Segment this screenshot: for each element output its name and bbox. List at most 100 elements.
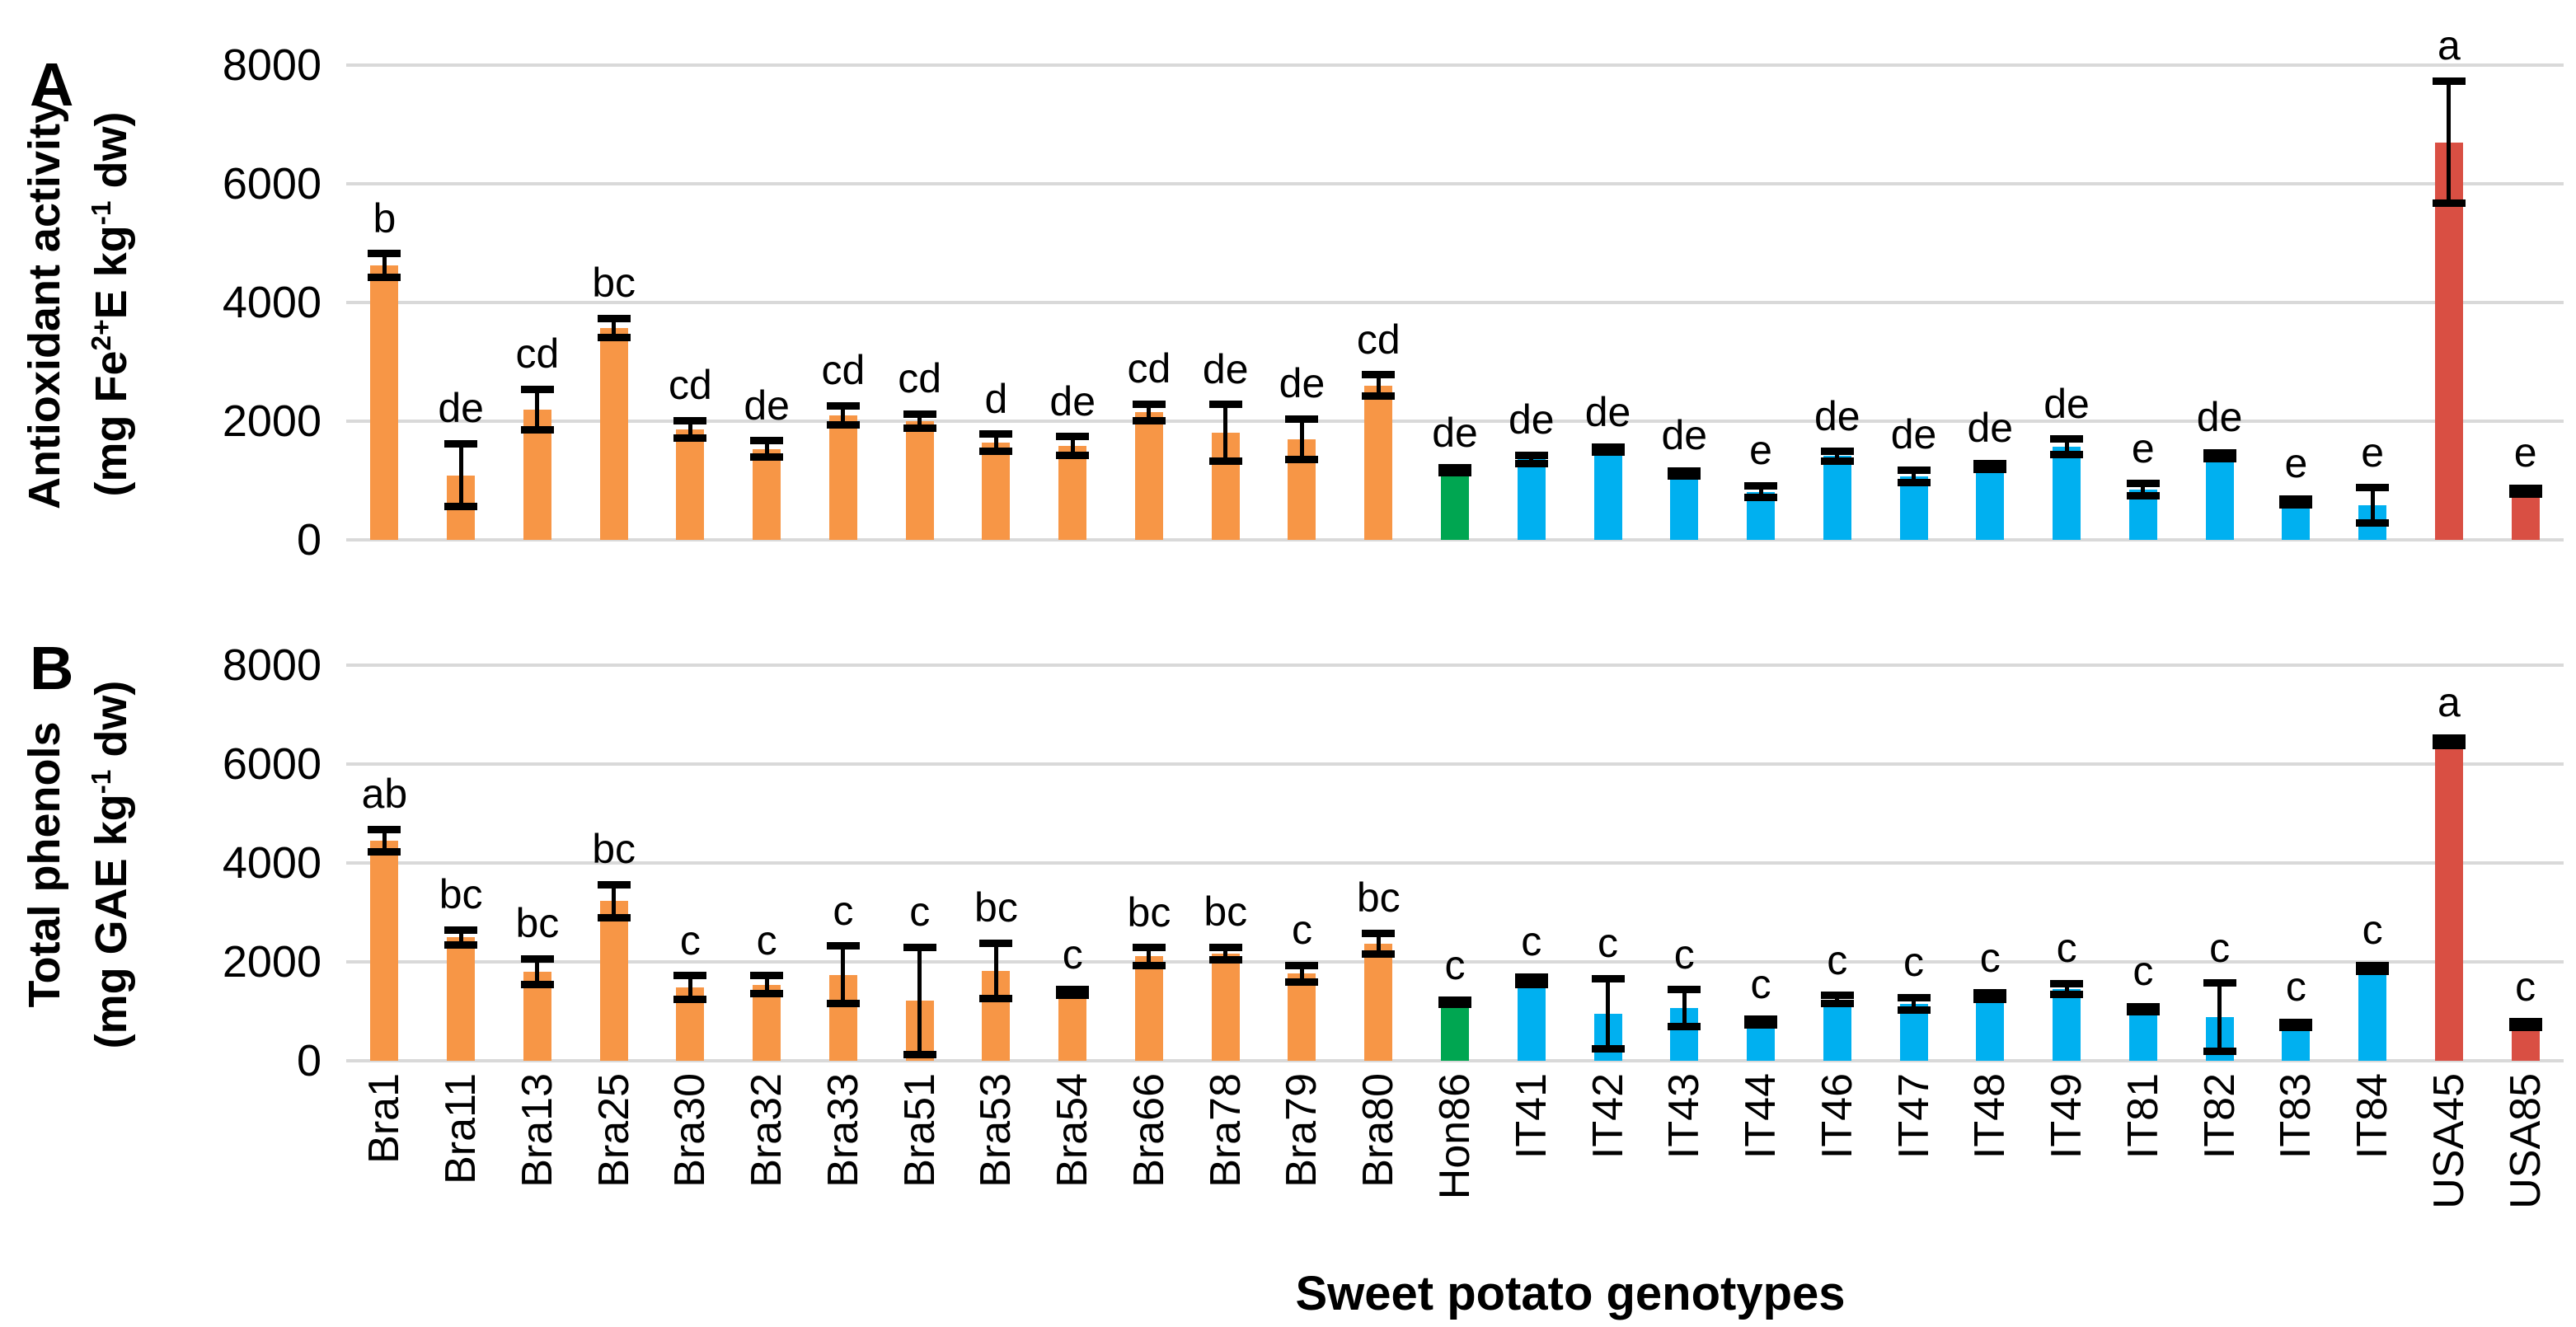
error-cap-bottom-A-IT41 xyxy=(1514,459,1548,467)
bar-B-Bra79 xyxy=(1288,973,1316,1061)
error-cap-bottom-A-Bra32 xyxy=(750,453,784,462)
sig-letter-B-Bra79: c xyxy=(1291,907,1312,954)
x-axis-line xyxy=(346,538,2564,542)
sig-letter-A-Bra54: de xyxy=(1049,377,1096,424)
sig-letter-B-Bra33: c xyxy=(833,887,854,934)
error-cap-top-B-Bra78 xyxy=(1208,943,1242,951)
x-tick-label-Bra33: Bra33 xyxy=(819,1073,867,1188)
error-bar-B-IT42 xyxy=(1606,978,1611,1049)
sig-letter-B-USA45: a xyxy=(2437,679,2461,726)
error-cap-top-A-IT44 xyxy=(1744,481,1778,490)
sig-letter-B-IT41: c xyxy=(1521,918,1542,964)
error-bar-A-Bra30 xyxy=(687,420,692,438)
error-cap-bottom-A-USA45 xyxy=(2432,199,2466,208)
error-cap-top-B-Bra13 xyxy=(520,954,554,963)
x-tick-label-IT49: IT49 xyxy=(2043,1073,2091,1160)
y-tick-label-B-2000: 2000 xyxy=(222,937,321,987)
sig-letter-A-USA85: e xyxy=(2513,429,2537,476)
error-cap-bottom-A-Bra78 xyxy=(1208,457,1242,466)
x-tick-label-Bra54: Bra54 xyxy=(1049,1073,1097,1188)
error-cap-bottom-B-Bra53 xyxy=(979,994,1013,1002)
error-cap-top-B-IT49 xyxy=(2050,979,2084,987)
error-bar-A-Bra54 xyxy=(1070,436,1075,456)
error-cap-bottom-B-IT47 xyxy=(1897,1006,1931,1015)
sig-letter-A-IT42: de xyxy=(1584,388,1631,435)
error-cap-top-B-Bra30 xyxy=(673,972,707,980)
sig-letter-B-Bra66: bc xyxy=(1127,889,1171,935)
sig-letter-A-Bra25: bc xyxy=(592,260,636,307)
bar-A-IT49 xyxy=(2053,446,2081,540)
error-bar-A-Bra32 xyxy=(764,440,769,457)
error-cap-top-A-Bra11 xyxy=(444,439,478,448)
error-cap-top-A-IT41 xyxy=(1514,451,1548,459)
error-bar-A-IT81 xyxy=(2141,483,2146,495)
plot-area-antioxidant: b de cd bc cd de cd cd d de cd de de cd de de de de e de de d… xyxy=(346,22,2564,542)
error-cap-bottom-A-IT48 xyxy=(1973,465,2007,473)
error-cap-top-A-Bra54 xyxy=(1056,433,1090,441)
bar-B-IT48 xyxy=(1976,996,2005,1061)
bar-A-Bra54 xyxy=(1058,446,1087,540)
error-cap-top-A-Bra13 xyxy=(520,385,554,393)
y-axis-title-b-line1: Total phenols xyxy=(20,721,69,1008)
bar-A-Hon86 xyxy=(1441,470,1469,540)
sig-letter-A-IT82: de xyxy=(2196,394,2243,441)
x-tick-label-IT42: IT42 xyxy=(1584,1073,1632,1160)
bar-B-IT84 xyxy=(2358,968,2387,1061)
error-bar-A-IT44 xyxy=(1758,485,1763,498)
bar-B-USA45 xyxy=(2434,742,2463,1061)
error-bar-A-Bra79 xyxy=(1299,419,1304,460)
bar-A-IT43 xyxy=(1670,473,1699,540)
error-cap-top-B-IT43 xyxy=(1668,986,1701,994)
gridline-6000 xyxy=(346,182,2564,185)
sig-letter-A-IT46: de xyxy=(1814,392,1860,439)
sig-letter-A-IT48: de xyxy=(1967,405,2014,452)
error-cap-top-B-IT46 xyxy=(1820,992,1854,1000)
error-cap-top-B-Bra11 xyxy=(444,926,478,934)
y-tick-label-A-6000: 6000 xyxy=(222,159,321,209)
error-cap-top-B-USA45 xyxy=(2432,734,2466,742)
error-cap-top-B-USA85 xyxy=(2508,1018,2542,1026)
sig-letter-B-IT47: c xyxy=(1903,939,1925,986)
sig-letter-B-IT49: c xyxy=(2056,925,2077,972)
error-bar-A-Bra53 xyxy=(993,434,998,451)
error-cap-bottom-A-IT82 xyxy=(2203,454,2236,462)
sig-letter-B-Bra11: bc xyxy=(439,871,483,917)
error-cap-top-A-IT42 xyxy=(1591,443,1625,452)
bar-B-Bra32 xyxy=(753,984,781,1061)
bar-B-IT49 xyxy=(2053,989,2081,1061)
x-tick-label-USA85: USA85 xyxy=(2501,1073,2550,1209)
y-tick-label-A-4000: 4000 xyxy=(222,278,321,327)
sig-letter-B-Bra80: bc xyxy=(1356,875,1401,921)
error-cap-bottom-B-Bra78 xyxy=(1208,956,1242,964)
error-cap-top-A-Bra80 xyxy=(1362,371,1396,379)
error-cap-bottom-A-IT46 xyxy=(1820,457,1854,465)
error-cap-top-B-IT84 xyxy=(2356,961,2390,969)
error-cap-bottom-A-IT83 xyxy=(2279,501,2313,509)
error-cap-top-A-IT84 xyxy=(2356,484,2390,492)
error-bar-B-Bra79 xyxy=(1299,965,1304,982)
sig-letter-B-Bra13: bc xyxy=(515,900,560,947)
x-tick-label-IT47: IT47 xyxy=(1889,1073,1938,1160)
sig-letter-B-IT43: c xyxy=(1673,931,1695,978)
error-bar-A-IT49 xyxy=(2064,438,2069,455)
sig-letter-A-Bra30: cd xyxy=(669,362,712,409)
sig-letter-B-Bra25: bc xyxy=(592,826,636,873)
plot-area-phenols: ab bc bc bc c c c c bc c bc bc c bc c c c c c c c c c c c c c a c xyxy=(346,664,2564,1062)
bar-A-IT48 xyxy=(1976,466,2005,540)
sig-letter-B-Hon86: c xyxy=(1444,941,1466,988)
bar-A-Bra1 xyxy=(370,265,399,540)
x-tick-label-IT83: IT83 xyxy=(2272,1073,2320,1160)
gridline-6000 xyxy=(346,762,2564,766)
error-cap-bottom-B-Hon86 xyxy=(1438,1001,1471,1009)
error-cap-bottom-B-IT83 xyxy=(2279,1023,2313,1031)
bar-B-IT41 xyxy=(1517,980,1546,1061)
sig-letter-A-IT84: e xyxy=(2361,429,2384,476)
sig-letter-A-Bra66: cd xyxy=(1127,345,1171,392)
error-cap-bottom-B-Bra1 xyxy=(368,848,401,856)
error-cap-bottom-B-IT41 xyxy=(1514,981,1548,989)
y-tick-label-B-8000: 8000 xyxy=(222,640,321,690)
x-tick-label-Bra53: Bra53 xyxy=(972,1073,1021,1188)
sig-letter-A-IT44: e xyxy=(1749,427,1772,474)
bar-B-Bra80 xyxy=(1364,943,1393,1061)
bar-B-Bra54 xyxy=(1058,992,1087,1061)
